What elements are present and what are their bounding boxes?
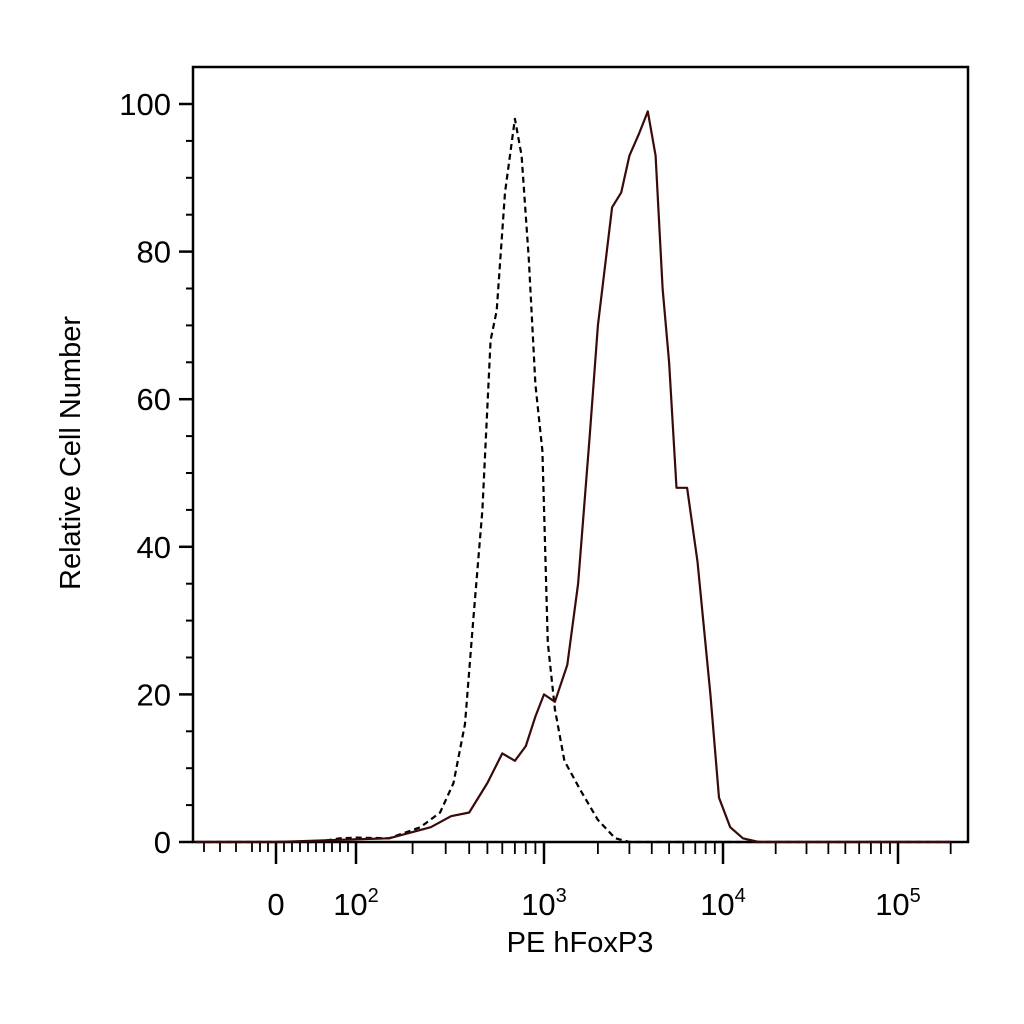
series-line-dashed bbox=[196, 117, 951, 844]
x-tick-label: 103 bbox=[521, 885, 567, 922]
y-tick-label: 60 bbox=[137, 382, 171, 417]
y-axis-title: Relative Cell Number bbox=[55, 316, 87, 590]
x-tick-label: 102 bbox=[333, 885, 379, 922]
series-group bbox=[196, 110, 951, 844]
x-tick-label: 0 bbox=[267, 887, 284, 922]
y-tick-label: 20 bbox=[137, 677, 171, 712]
y-tick-label: 80 bbox=[137, 235, 171, 270]
y-tick-label: 100 bbox=[119, 87, 171, 122]
x-axis: 0 102 103 104 105 bbox=[203, 842, 952, 922]
x-tick-label: 104 bbox=[700, 885, 746, 922]
y-tick-label: 0 bbox=[154, 825, 171, 860]
y-axis: 0 20 40 60 80 100 bbox=[119, 87, 193, 860]
y-tick-label: 40 bbox=[137, 530, 171, 565]
x-axis-title: PE hFoxP3 bbox=[507, 927, 654, 959]
x-tick-label: 105 bbox=[875, 885, 921, 922]
series-line-solid bbox=[196, 110, 951, 844]
plot-frame bbox=[191, 65, 970, 844]
